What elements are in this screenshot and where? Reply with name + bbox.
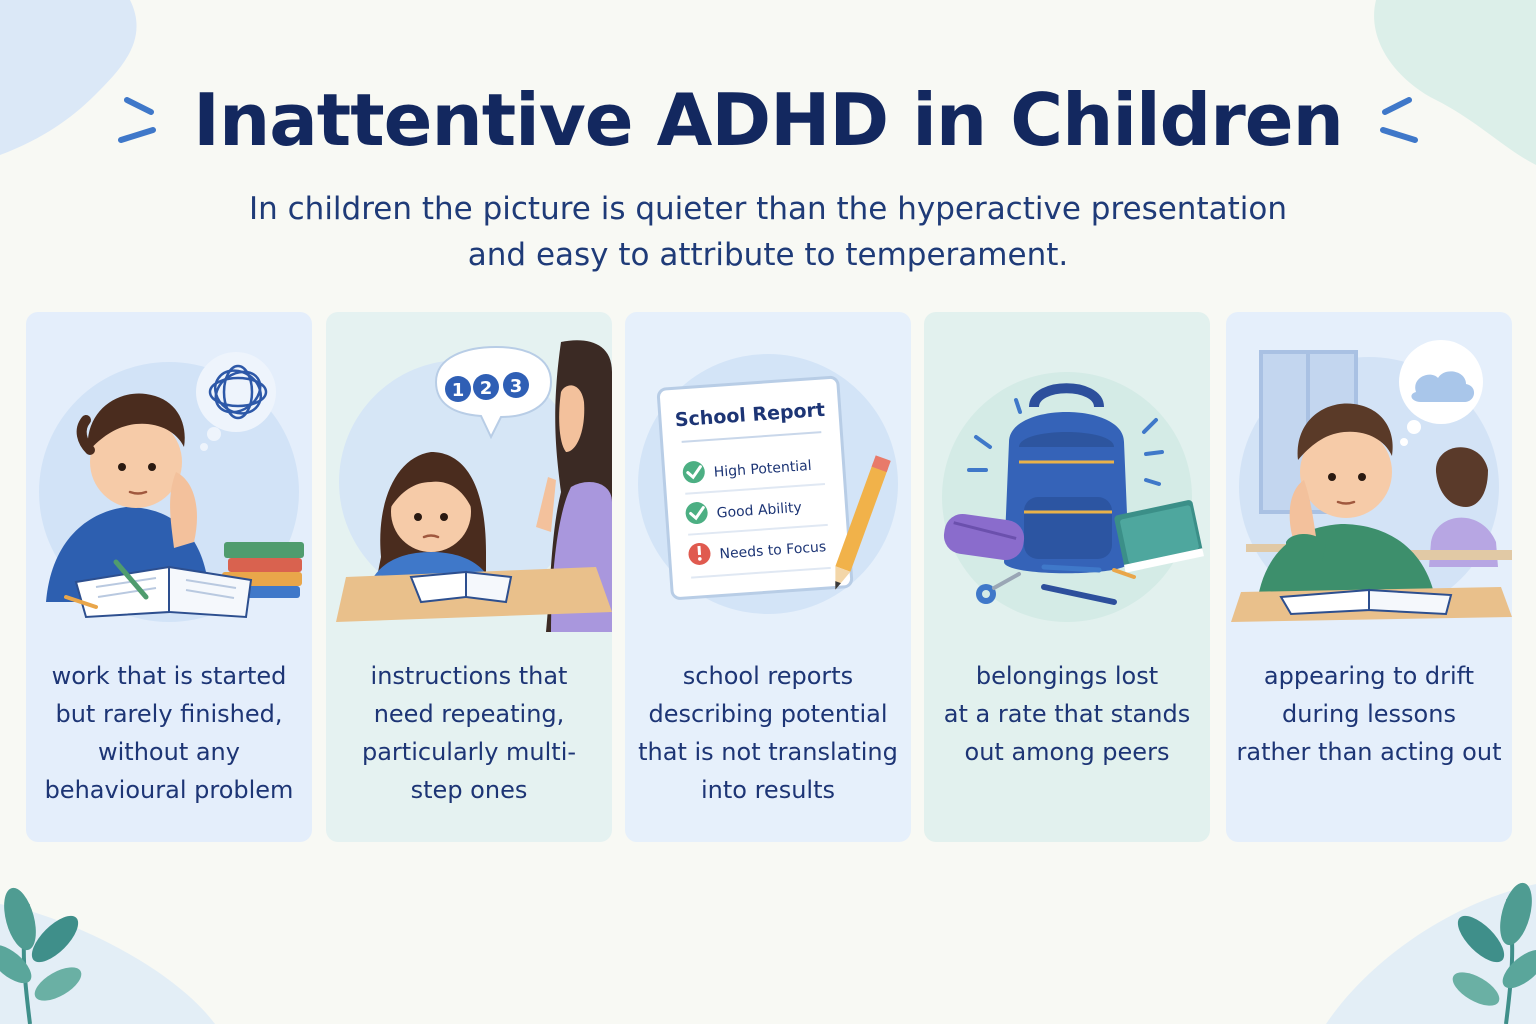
boy-daydreaming-over-book-illustration xyxy=(39,352,304,622)
caption-line: belongings lost xyxy=(975,662,1159,690)
scribble-icon xyxy=(208,364,268,420)
report-item-2: Good Ability xyxy=(716,500,802,522)
caption-line: step ones xyxy=(410,776,528,804)
card-caption: school reports describing potential that… xyxy=(633,657,903,809)
subtitle: In children the picture is quieter than … xyxy=(168,186,1368,278)
number-3-text: 3 xyxy=(510,376,523,397)
symptom-cards: work that is started but rarely finished… xyxy=(26,312,1512,842)
caption-line: during lessons xyxy=(1282,700,1456,728)
number-1-badge xyxy=(445,376,471,402)
subtitle-line: In children the picture is quieter than … xyxy=(248,191,1287,227)
pencil-icon xyxy=(835,455,891,590)
number-2-text: 2 xyxy=(480,378,493,399)
title-row: Inattentive ADHD in Children xyxy=(0,78,1536,162)
caption-line: instructions that xyxy=(370,662,568,690)
card-caption: appearing to drift during lessons rather… xyxy=(1234,657,1504,771)
caption-line: out among peers xyxy=(964,738,1170,766)
report-item-3: Needs to Focus xyxy=(719,539,827,562)
card-caption: work that is started but rarely finished… xyxy=(34,657,304,809)
caption-line: need repeating, xyxy=(373,700,565,728)
page-title: Inattentive ADHD in Children xyxy=(193,78,1344,162)
cloud-icon xyxy=(1411,371,1475,402)
number-2-badge xyxy=(473,374,499,400)
girl-listening-to-teacher-illustration: 1 2 3 xyxy=(336,340,612,632)
caption-line: without any xyxy=(98,738,240,766)
card-unfinished-work: work that is started but rarely finished… xyxy=(26,312,312,842)
number-1-text: 1 xyxy=(452,380,465,401)
card-drifting-in-lessons: appearing to drift during lessons rather… xyxy=(1226,312,1512,842)
sparkle-left-icon xyxy=(118,97,157,143)
caption-line: but rarely finished, xyxy=(55,700,283,728)
school-report-illustration: School Report High Potential Good Abilit… xyxy=(638,354,898,614)
caption-line: rather than acting out xyxy=(1236,738,1502,766)
caption-line: behavioural problem xyxy=(44,776,294,804)
report-item-1: High Potential xyxy=(713,458,812,481)
corner-leaves-bottom-left xyxy=(0,887,215,1024)
card-lost-belongings: belongings lost at a rate that stands ou… xyxy=(924,312,1210,842)
caption-line: school reports xyxy=(682,662,854,690)
subtitle-line: and easy to attribute to temperament. xyxy=(467,237,1069,273)
corner-leaves-bottom-right xyxy=(1326,882,1536,1024)
caption-line: describing potential xyxy=(648,700,888,728)
caption-line: into results xyxy=(700,776,835,804)
backpack-and-belongings-illustration xyxy=(942,372,1204,622)
caption-line: appearing to drift xyxy=(1263,662,1475,690)
caption-line: that is not translating xyxy=(638,738,898,766)
number-3-badge xyxy=(503,372,529,398)
boy-drifting-in-classroom-illustration xyxy=(1231,340,1512,622)
card-repeated-instructions: 1 2 3 instructions that need repeating, … xyxy=(326,312,612,842)
card-caption: instructions that need repeating, partic… xyxy=(334,657,604,809)
sparkle-right-icon xyxy=(1379,97,1418,143)
caption-line: work that is started xyxy=(51,662,287,690)
caption-line: particularly multi- xyxy=(361,738,577,766)
card-school-reports: School Report High Potential Good Abilit… xyxy=(625,312,911,842)
caption-line: at a rate that stands xyxy=(943,700,1191,728)
card-caption: belongings lost at a rate that stands ou… xyxy=(932,657,1202,771)
